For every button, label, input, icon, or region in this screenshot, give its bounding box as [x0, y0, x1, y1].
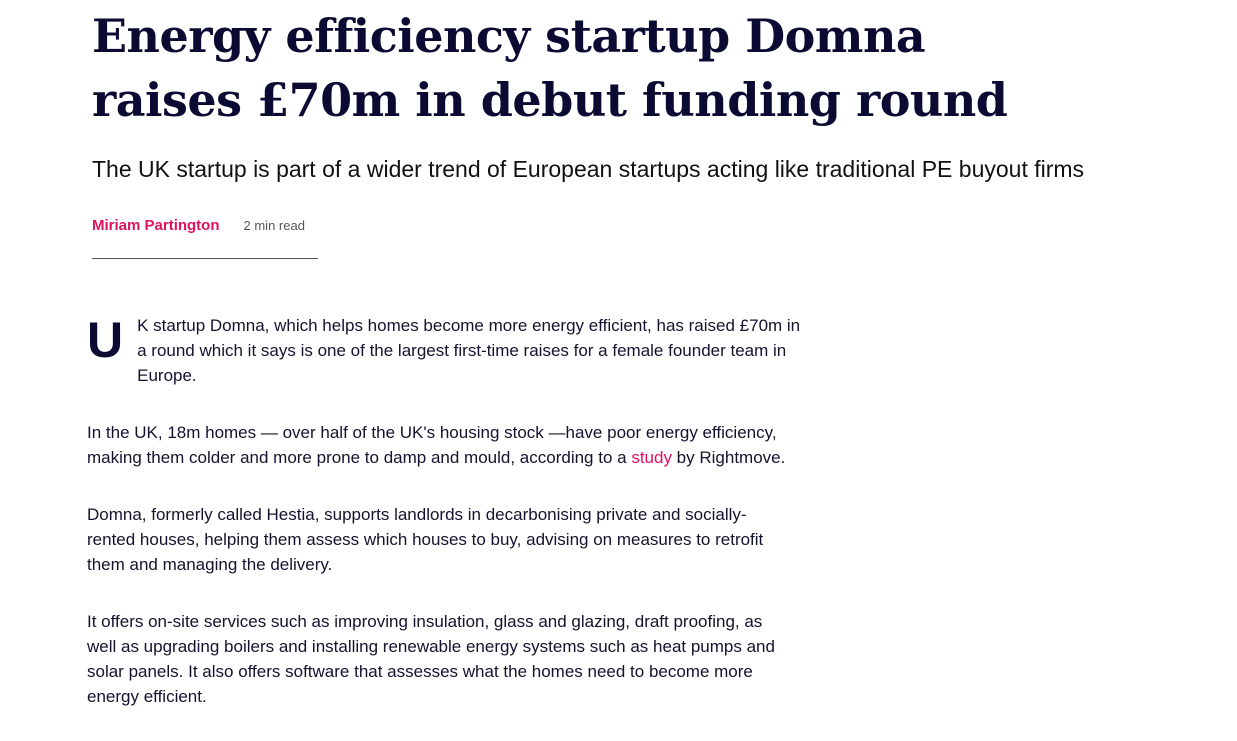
text-line: rented houses, helping them assess which…	[87, 530, 764, 549]
text-line: solar panels. It also offers software th…	[87, 662, 753, 681]
text-line: Domna, formerly called Hestia, supports …	[87, 505, 747, 524]
text-line: a round which it says is one of the larg…	[137, 341, 787, 360]
drop-cap: U	[87, 312, 124, 368]
text-segment: making them colder and more prone to dam…	[87, 448, 632, 467]
paragraph: Domna, formerly called Hestia, supports …	[87, 502, 867, 577]
text-line: well as upgrading boilers and installing…	[87, 637, 775, 656]
text-line: making them colder and more prone to dam…	[87, 445, 867, 470]
paragraph: In the UK, 18m homes — over half of the …	[87, 420, 867, 470]
text-line: them and managing the delivery.	[87, 555, 333, 574]
author-link[interactable]: Miriam Partington	[92, 217, 220, 234]
text-line: K startup Domna, which helps homes becom…	[137, 316, 801, 335]
text-line: Europe.	[137, 366, 197, 385]
title-line: Energy efficiency startup Domna	[92, 9, 926, 63]
title-line: raises £70m in debut funding round	[92, 73, 1008, 127]
article-meta: Miriam Partington 2 min read	[92, 217, 305, 234]
text-segment: by Rightmove.	[671, 448, 786, 467]
paragraph: U K startup Domna, which helps homes bec…	[87, 313, 867, 388]
article-subtitle: The UK startup is part of a wider trend …	[92, 156, 1085, 182]
paragraph: It offers on-site services such as impro…	[87, 609, 867, 709]
text-line: energy efficient.	[87, 687, 207, 706]
article-body: U K startup Domna, which helps homes bec…	[87, 313, 867, 741]
study-link[interactable]: study	[631, 448, 672, 467]
divider	[92, 258, 318, 259]
read-time: 2 min read	[243, 218, 305, 233]
text-line: It offers on-site services such as impro…	[87, 612, 763, 631]
article-title: Energy efficiency startup Domna raises £…	[92, 4, 1008, 132]
text-line: In the UK, 18m homes — over half of the …	[87, 423, 777, 442]
